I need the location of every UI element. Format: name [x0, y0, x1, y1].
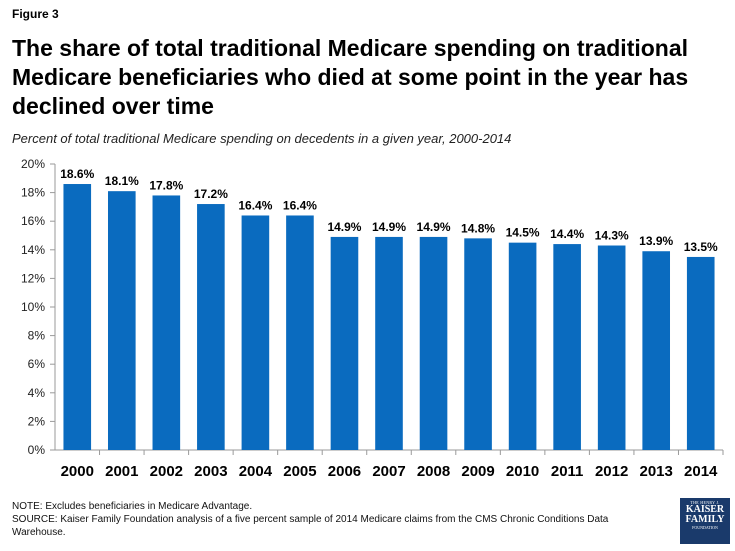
bar	[107, 191, 136, 451]
bar	[553, 244, 581, 450]
data-label: 13.5%	[684, 240, 718, 254]
x-tick-label: 2012	[595, 463, 628, 480]
y-tick-label: 6%	[28, 357, 46, 371]
data-label: 14.9%	[417, 220, 451, 234]
data-label: 13.9%	[639, 234, 673, 248]
x-tick-label: 2008	[417, 463, 450, 480]
bar	[241, 215, 270, 450]
figure-label: Figure 3	[12, 7, 59, 21]
data-label: 14.9%	[327, 220, 361, 234]
data-label: 17.2%	[194, 187, 228, 201]
x-tick-label: 2014	[684, 463, 718, 480]
data-label: 17.8%	[149, 178, 183, 192]
logo-line-3: FAMILY	[685, 514, 725, 525]
y-tick-label: 16%	[21, 214, 45, 228]
bar	[642, 251, 671, 450]
data-label: 14.5%	[506, 226, 540, 240]
data-label: 16.4%	[283, 198, 317, 212]
footer-note: NOTE: Excludes beneficiaries in Medicare…	[12, 501, 253, 512]
bar	[686, 256, 715, 450]
chart-title: The share of total traditional Medicare …	[12, 35, 689, 119]
y-tick-label: 0%	[28, 443, 46, 457]
x-tick-label: 2009	[461, 463, 494, 480]
y-tick-label: 18%	[21, 186, 45, 200]
data-label: 14.9%	[372, 220, 406, 234]
x-tick-label: 2007	[372, 463, 405, 480]
logo-line-4: FOUNDATION	[692, 525, 718, 530]
data-label: 14.3%	[595, 229, 629, 243]
x-tick-label: 2002	[150, 463, 183, 480]
y-tick-label: 2%	[28, 414, 46, 428]
x-tick-label: 2004	[239, 463, 273, 480]
y-tick-label: 4%	[28, 386, 46, 400]
chart-subtitle: Percent of total traditional Medicare sp…	[12, 131, 512, 146]
y-tick-label: 20%	[21, 157, 45, 171]
data-label: 16.4%	[238, 198, 272, 212]
x-tick-label: 2010	[506, 463, 539, 480]
x-tick-label: 2013	[640, 463, 673, 480]
bar	[375, 236, 403, 450]
data-label: 18.6%	[60, 167, 94, 181]
x-tick-label: 2006	[328, 463, 361, 480]
y-tick-label: 14%	[21, 243, 45, 257]
x-tick-label: 2011	[551, 463, 584, 480]
bar	[419, 236, 448, 450]
logo-line-2: KAISER	[685, 504, 725, 515]
bar	[508, 242, 537, 450]
x-tick-label: 2000	[61, 463, 94, 480]
footer-source: SOURCE: Kaiser Family Foundation analysi…	[12, 514, 609, 538]
bar	[152, 195, 181, 450]
data-label: 14.8%	[461, 221, 495, 235]
x-tick-label: 2003	[194, 463, 227, 480]
x-tick-label: 2005	[283, 463, 316, 480]
data-label: 14.4%	[550, 227, 584, 241]
bar	[330, 236, 359, 450]
logo-line-1: THE HENRY J.	[690, 500, 720, 505]
footer: NOTE: Excludes beneficiaries in Medicare…	[12, 500, 662, 539]
bar	[63, 184, 92, 450]
bar	[286, 215, 314, 450]
kff-logo: THE HENRY J. KAISER FAMILY FOUNDATION	[680, 498, 730, 544]
y-tick-label: 10%	[21, 300, 45, 314]
bar	[464, 238, 492, 450]
data-label: 18.1%	[105, 174, 139, 188]
y-tick-label: 12%	[21, 271, 45, 285]
bar-chart: 0% 2% 4% 6% 8% 10% 12% 14% 16% 18% 20% 18.6% 2000 18.…	[21, 157, 724, 480]
bar	[597, 245, 626, 450]
bar	[197, 204, 225, 450]
x-tick-label: 2001	[105, 463, 138, 480]
y-tick-label: 8%	[28, 329, 46, 343]
